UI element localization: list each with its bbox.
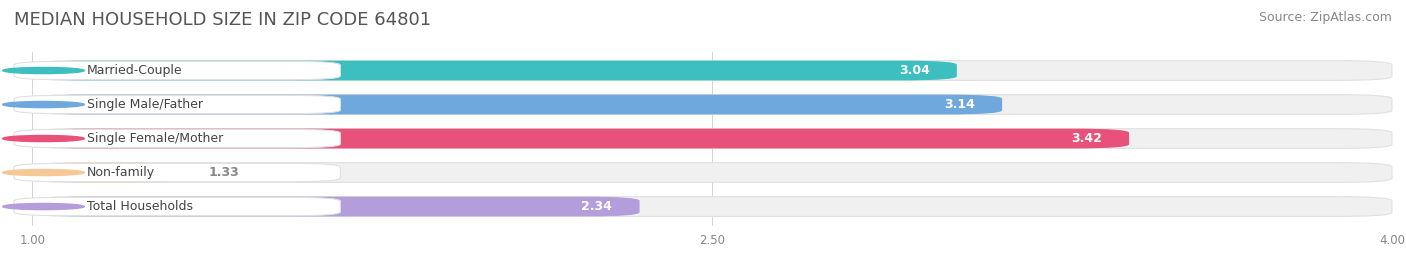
FancyBboxPatch shape bbox=[32, 95, 1392, 114]
Text: 3.14: 3.14 bbox=[943, 98, 974, 111]
Circle shape bbox=[3, 101, 84, 108]
FancyBboxPatch shape bbox=[32, 129, 1129, 148]
FancyBboxPatch shape bbox=[32, 197, 1392, 216]
FancyBboxPatch shape bbox=[32, 129, 1392, 148]
Text: 2.34: 2.34 bbox=[582, 200, 613, 213]
Text: 1.33: 1.33 bbox=[209, 166, 239, 179]
FancyBboxPatch shape bbox=[14, 163, 340, 182]
FancyBboxPatch shape bbox=[32, 61, 957, 80]
Circle shape bbox=[3, 203, 84, 210]
FancyBboxPatch shape bbox=[32, 163, 181, 182]
FancyBboxPatch shape bbox=[32, 163, 1392, 182]
FancyBboxPatch shape bbox=[32, 61, 1392, 80]
Text: Married-Couple: Married-Couple bbox=[87, 64, 183, 77]
FancyBboxPatch shape bbox=[32, 95, 1002, 114]
Text: 3.42: 3.42 bbox=[1071, 132, 1102, 145]
Text: Single Female/Mother: Single Female/Mother bbox=[87, 132, 222, 145]
FancyBboxPatch shape bbox=[32, 197, 640, 216]
FancyBboxPatch shape bbox=[14, 95, 340, 114]
Text: Non-family: Non-family bbox=[87, 166, 155, 179]
Circle shape bbox=[3, 169, 84, 176]
FancyBboxPatch shape bbox=[14, 197, 340, 216]
Text: Single Male/Father: Single Male/Father bbox=[87, 98, 202, 111]
Text: Source: ZipAtlas.com: Source: ZipAtlas.com bbox=[1258, 11, 1392, 24]
Text: MEDIAN HOUSEHOLD SIZE IN ZIP CODE 64801: MEDIAN HOUSEHOLD SIZE IN ZIP CODE 64801 bbox=[14, 11, 432, 29]
FancyBboxPatch shape bbox=[14, 129, 340, 148]
Text: Total Households: Total Households bbox=[87, 200, 193, 213]
Text: 3.04: 3.04 bbox=[898, 64, 929, 77]
FancyBboxPatch shape bbox=[14, 61, 340, 80]
Circle shape bbox=[3, 136, 84, 141]
Circle shape bbox=[3, 68, 84, 74]
